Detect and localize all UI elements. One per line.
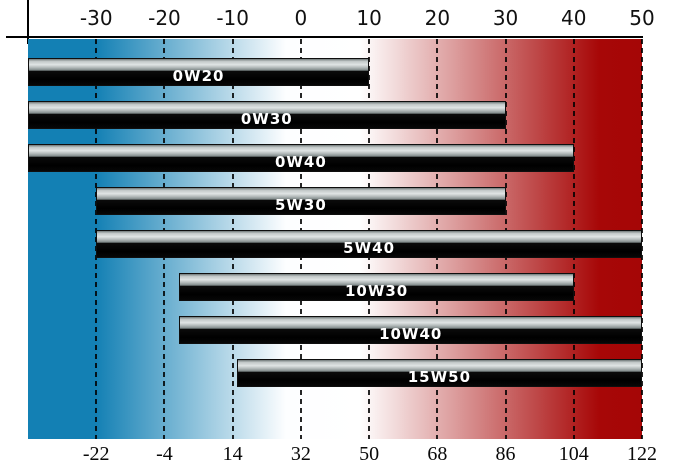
oil-grade-label: 15W50 <box>407 367 472 386</box>
oil-grade-bar: 0W40 <box>28 144 574 172</box>
fahrenheit-tick-label: 68 <box>427 443 448 465</box>
celsius-tick-label: 30 <box>492 6 519 30</box>
oil-grade-bar: 0W30 <box>28 101 506 129</box>
celsius-tick-label: 40 <box>561 6 587 30</box>
fahrenheit-tick-label: 86 <box>495 443 516 465</box>
celsius-tick-label: -20 <box>148 6 181 30</box>
celsius-tick-label: 50 <box>629 6 655 30</box>
fahrenheit-tick-label: -22 <box>82 443 110 465</box>
celsius-tick-label: -10 <box>216 6 249 30</box>
oil-grade-bar: 5W30 <box>96 187 506 215</box>
oil-grade-label: 10W30 <box>344 281 409 300</box>
y-axis-line <box>27 0 29 44</box>
fahrenheit-tick-label: 50 <box>359 443 380 465</box>
top-axis-line <box>6 36 643 38</box>
oil-grade-label: 5W40 <box>343 238 396 257</box>
celsius-axis: -30 -20 -10 0 10 20 30 40 50 <box>28 6 655 34</box>
fahrenheit-tick-label: -4 <box>156 443 173 465</box>
oil-grade-label: 0W20 <box>172 66 225 85</box>
oil-grade-bar: 0W20 <box>28 58 370 86</box>
oil-grade-bar: 10W30 <box>179 273 574 301</box>
oil-grade-label: 10W40 <box>379 324 443 343</box>
oil-grade-label: 0W30 <box>240 109 293 128</box>
fahrenheit-tick-label: 32 <box>290 443 311 465</box>
gridline <box>641 39 643 439</box>
oil-grade-label: 5W30 <box>274 195 327 214</box>
fahrenheit-tick-label: 104 <box>558 443 589 465</box>
oil-grade-bar: 15W50 <box>236 359 642 387</box>
oil-grade-bar: 10W40 <box>179 316 642 344</box>
fahrenheit-tick-label: 122 <box>627 443 657 465</box>
plot-area: 0W20 0W30 0W40 5W30 5W40 10W30 10W40 15W50 <box>28 39 643 439</box>
fahrenheit-axis: -22 -4 14 32 50 68 86 104 122 <box>28 443 657 471</box>
fahrenheit-tick-label: 14 <box>222 443 243 465</box>
celsius-tick-label: 10 <box>356 6 382 30</box>
oil-grade-label: 0W40 <box>274 152 327 171</box>
celsius-tick-label: 20 <box>424 6 451 30</box>
oil-grade-bar: 5W40 <box>96 230 642 258</box>
celsius-tick-label: 0 <box>294 6 308 30</box>
celsius-tick-label: -30 <box>79 6 113 30</box>
